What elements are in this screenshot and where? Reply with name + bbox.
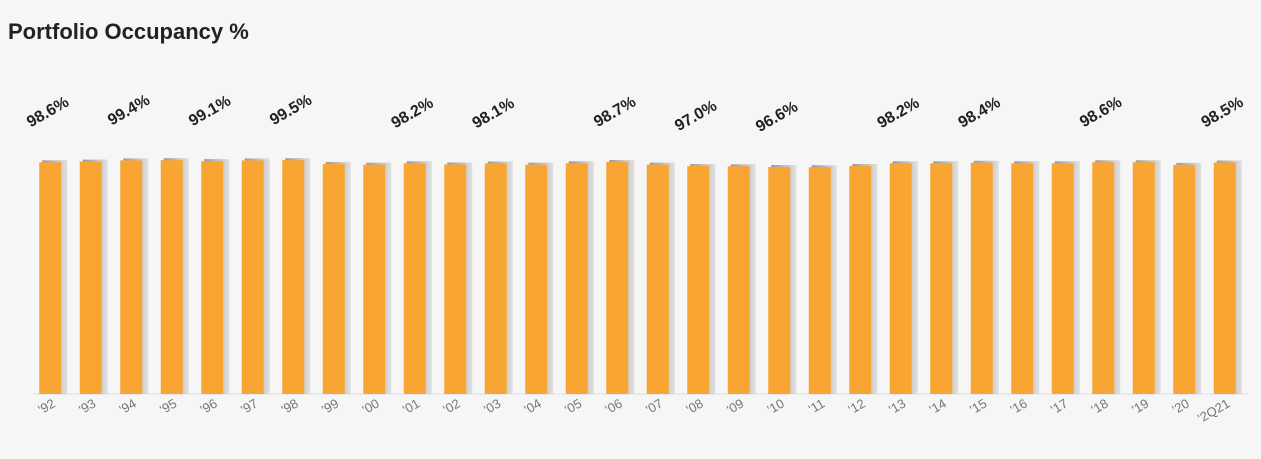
data-label: 98.2% — [389, 95, 437, 132]
bar — [849, 166, 872, 394]
x-tick-label: '15 — [967, 396, 989, 417]
x-tick-label: '19 — [1129, 396, 1151, 417]
bar — [970, 162, 993, 394]
x-tick-label: '04 — [522, 396, 544, 417]
bar — [1092, 162, 1115, 394]
bar — [1173, 164, 1196, 394]
bar — [363, 164, 386, 394]
data-label: 96.6% — [753, 98, 801, 135]
x-tick-label: '94 — [117, 396, 139, 417]
bar — [1051, 163, 1074, 394]
x-tick-label: '02 — [441, 396, 463, 417]
data-label: 99.5% — [267, 92, 315, 129]
x-tick-label: '95 — [157, 396, 179, 417]
x-tick-label: '06 — [603, 396, 625, 417]
x-tick-label: '12 — [846, 396, 868, 417]
bar — [201, 161, 224, 394]
bar — [120, 160, 143, 394]
data-label: 98.6% — [1077, 94, 1125, 131]
bar — [727, 166, 750, 394]
x-tick-label: '00 — [360, 396, 382, 417]
bar — [484, 163, 507, 394]
data-label: 99.4% — [105, 92, 153, 129]
x-tick-label: '05 — [562, 396, 584, 417]
bar — [1011, 163, 1034, 394]
x-tick-label: '96 — [198, 396, 220, 417]
bar — [322, 163, 345, 394]
x-tick-label: '10 — [765, 396, 787, 417]
bar — [79, 161, 102, 394]
data-label: 98.7% — [591, 93, 639, 130]
bar — [1132, 162, 1155, 394]
data-label: 98.6% — [24, 94, 72, 131]
bar — [808, 167, 831, 394]
data-label: 98.4% — [956, 94, 1004, 131]
bar — [39, 162, 62, 394]
bar — [444, 164, 467, 394]
x-tick-label: '99 — [319, 396, 341, 417]
bar — [282, 160, 305, 394]
bar — [646, 164, 669, 394]
x-tick-label: '03 — [481, 396, 503, 417]
bar — [930, 163, 953, 394]
x-tick-label: '01 — [400, 396, 422, 417]
x-tick-label: '07 — [643, 396, 665, 417]
x-tick-label: '14 — [927, 396, 949, 417]
x-tick-label: '13 — [886, 396, 908, 417]
x-tick-label: '2Q21 — [1195, 396, 1232, 426]
bar — [525, 164, 548, 394]
bar — [565, 163, 588, 394]
x-tick-label: '92 — [36, 396, 58, 417]
data-label: 97.0% — [672, 97, 720, 134]
x-tick-label: '16 — [1008, 396, 1030, 417]
bar — [160, 160, 183, 394]
data-label: 98.5% — [1199, 94, 1247, 131]
bar — [687, 166, 710, 394]
bar — [241, 160, 264, 394]
x-tick-label: '11 — [806, 396, 827, 417]
x-tick-label: '09 — [724, 396, 746, 417]
bar — [403, 163, 426, 394]
x-tick-label: '08 — [684, 396, 706, 417]
chart-title: Portfolio Occupancy % — [8, 19, 249, 44]
x-tick-label: '17 — [1048, 396, 1070, 417]
bar — [768, 166, 791, 394]
x-tick-label: '18 — [1089, 396, 1111, 417]
x-tick-label: '98 — [279, 396, 301, 417]
bar — [889, 163, 912, 394]
data-label: 99.1% — [186, 93, 234, 130]
bar — [1213, 162, 1236, 394]
data-label: 98.2% — [875, 95, 923, 132]
x-tick-label: '93 — [76, 396, 98, 417]
bar — [606, 162, 629, 394]
x-tick-label: '20 — [1170, 396, 1192, 417]
x-tick-label: '97 — [238, 396, 260, 417]
data-label: 98.1% — [470, 95, 518, 132]
